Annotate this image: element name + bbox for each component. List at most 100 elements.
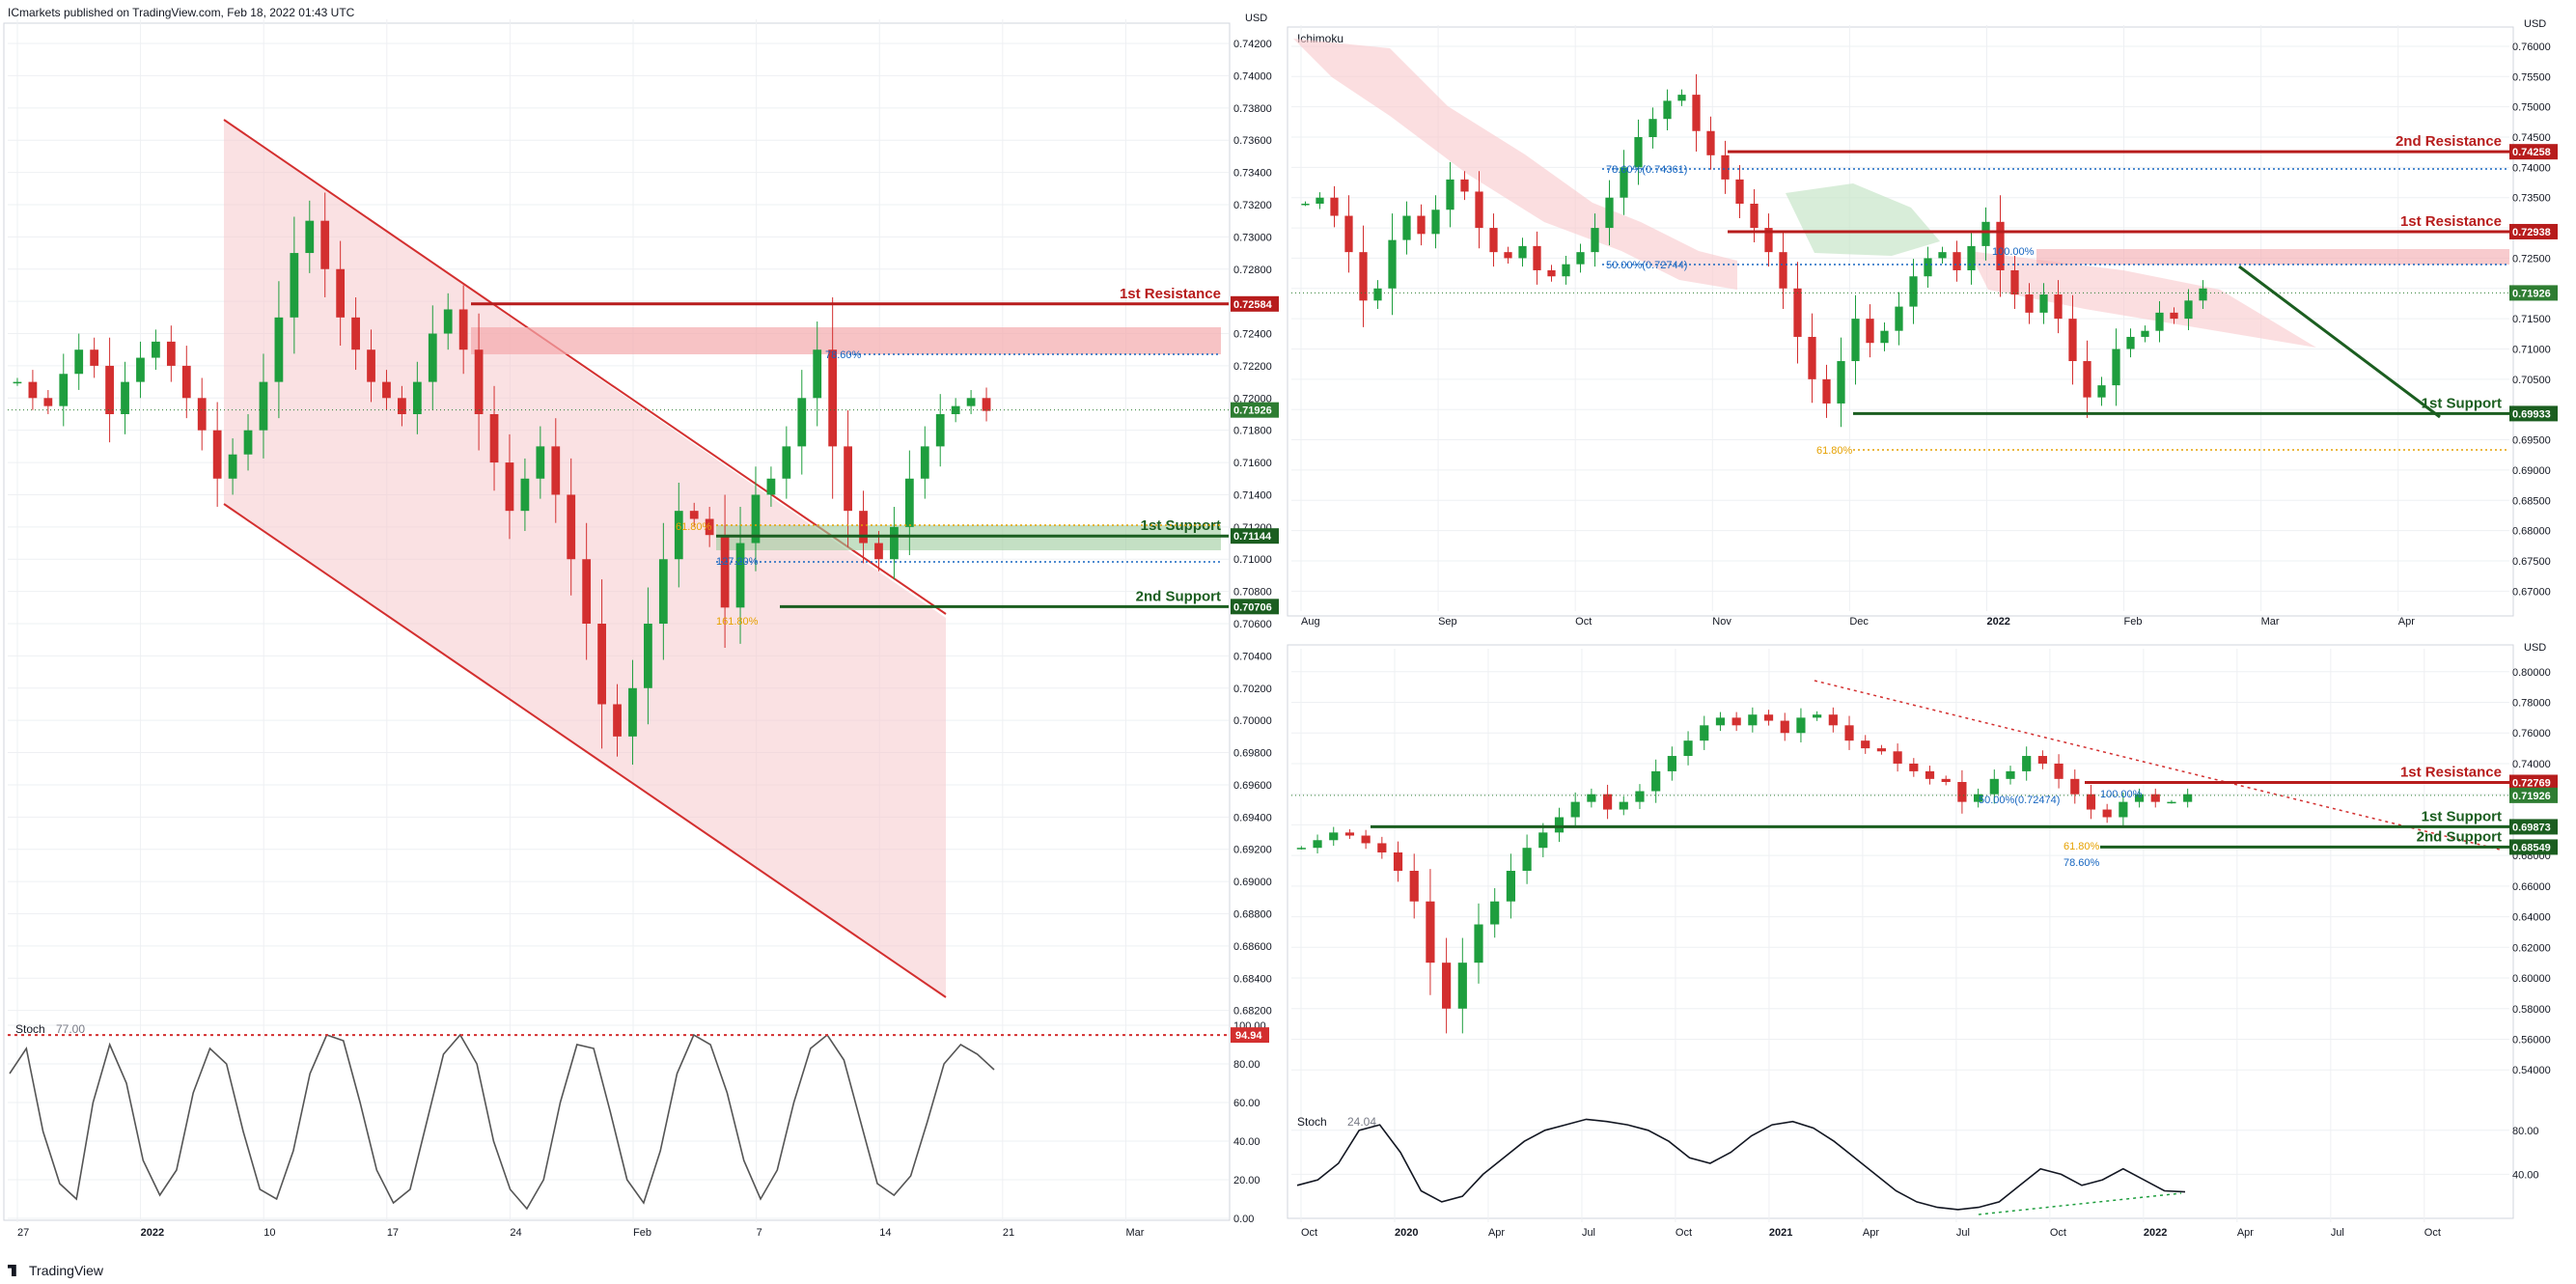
candle-body — [1344, 832, 1355, 836]
time-tick-label: 2020 — [1395, 1227, 1418, 1239]
published-caption: ICmarkets published on TradingView.com, … — [8, 6, 355, 19]
candle-body — [735, 543, 745, 608]
price-tick-label: 0.72400 — [1233, 329, 1272, 341]
candle-body — [1808, 336, 1816, 379]
candle-body — [74, 349, 84, 375]
candle-body — [2155, 312, 2164, 331]
currency-label: USD — [1245, 13, 1267, 24]
candle-body — [1344, 215, 1353, 253]
candle-body — [1506, 871, 1515, 902]
candle-body — [2102, 809, 2112, 818]
candle-body — [2170, 312, 2178, 320]
tradingview-logo: TradingView — [8, 1263, 103, 1278]
candle-body — [43, 398, 53, 406]
candle-body — [1602, 794, 1613, 810]
candle-body — [320, 220, 330, 269]
candle-body — [720, 535, 730, 608]
candle-body — [1402, 215, 1411, 240]
candle-body — [1706, 130, 1715, 155]
time-tick-label: Apr — [2398, 616, 2415, 628]
time-tick-label: Jul — [1582, 1227, 1595, 1239]
time-tick-label: Oct — [2050, 1227, 2066, 1239]
price-tick-label: 40.00 — [1233, 1136, 1260, 1148]
candle-body — [1924, 258, 1932, 277]
candle-body — [1409, 871, 1419, 902]
price-tag-box — [2509, 144, 2558, 160]
price-tag: 0.68549 — [2512, 842, 2551, 853]
candle-body — [567, 494, 576, 560]
candle-body — [1446, 179, 1454, 210]
time-tick-label: Oct — [1575, 616, 1592, 628]
price-tick-label: 0.72500 — [2512, 253, 2551, 265]
time-tick-label: Oct — [1301, 1227, 1317, 1239]
price-tick-label: 40.00 — [2512, 1169, 2539, 1181]
price-tick-label: 0.68000 — [2512, 526, 2551, 538]
candle-body — [536, 446, 545, 479]
fib-label: 78.60% — [2064, 857, 2100, 869]
candle-body — [398, 398, 406, 414]
price-tick-label: 0.67500 — [2512, 556, 2551, 568]
price-tick-label: 0.72800 — [1233, 265, 1272, 276]
price-tick-label: 0.67000 — [2512, 586, 2551, 598]
price-tick-label: 80.00 — [1233, 1059, 1260, 1071]
candle-body — [1489, 228, 1498, 253]
candle-body — [1700, 725, 1709, 741]
candle-body — [797, 398, 807, 447]
candle-body — [336, 268, 346, 318]
price-tick-label: 0.73600 — [1233, 135, 1272, 147]
trend-line — [1814, 680, 2501, 851]
price-tag-box — [2509, 819, 2558, 835]
descending-channel-fill — [224, 120, 946, 997]
candle-body — [1330, 197, 1339, 216]
time-tick-label: Mar — [2261, 616, 2280, 628]
time-tick-label: Apr — [1863, 1227, 1879, 1239]
candle-body — [1576, 252, 1585, 265]
time-tick-label: 2022 — [141, 1227, 164, 1239]
level-label: 2nd Support — [1136, 588, 1221, 604]
candle-body — [1313, 840, 1322, 849]
candle-body — [1591, 228, 1599, 253]
candle-body — [1474, 924, 1483, 963]
candle-body — [551, 446, 561, 495]
candle-body — [1880, 330, 1889, 344]
price-tag: 0.69933 — [2512, 408, 2551, 420]
last-price-tag: 0.71926 — [2512, 791, 2551, 802]
level-label: 1st Resistance — [2400, 213, 2502, 230]
price-tick-label: 0.69000 — [2512, 465, 2551, 477]
candle-body — [197, 398, 207, 431]
fib-label: 61.80% — [1816, 445, 1853, 457]
candle-body — [1605, 197, 1614, 229]
candle-body — [382, 381, 391, 399]
fib-label: 100.00% — [1992, 246, 2035, 258]
candle-body — [1518, 245, 1527, 259]
price-tag-box — [2509, 774, 2558, 791]
candle-body — [1329, 832, 1339, 841]
currency-label: USD — [2524, 18, 2546, 30]
price-tick-label: 0.68200 — [1233, 1006, 1272, 1018]
candle-body — [766, 478, 776, 495]
price-tick-label: 0.69500 — [2512, 435, 2551, 447]
price-axis-right-top: 0.76000 0.75500 0.75000 0.74500 0.74000 0.735… — [1291, 18, 2551, 598]
stoch-value: 77.00 — [56, 1022, 85, 1036]
candle-body — [2183, 794, 2193, 802]
candle-body — [1780, 720, 1789, 734]
candle-body — [1779, 252, 1787, 289]
candle-body — [1957, 782, 1967, 802]
price-tick-label: 0.68800 — [1233, 908, 1272, 920]
time-tick-label: Feb — [633, 1227, 651, 1239]
fib-label: 50.00%(0.72474) — [1979, 795, 2060, 806]
candle-body — [613, 704, 622, 737]
level-label: 2nd Support — [2417, 828, 2502, 845]
stoch-line — [9, 1033, 995, 1211]
candle-body — [1837, 361, 1845, 404]
candle-body — [181, 365, 191, 399]
candle-body — [628, 687, 637, 737]
resistance-zone — [2036, 249, 2509, 265]
level-label: 1st Resistance — [1120, 286, 1221, 302]
price-tick-label: 0.73000 — [1233, 232, 1272, 243]
price-tick-label: 20.00 — [1233, 1175, 1260, 1186]
price-tick-label: 0.70800 — [1233, 587, 1272, 599]
candle-body — [90, 349, 99, 366]
candle-body — [890, 526, 899, 560]
fib-label: 100.00% — [2100, 789, 2143, 800]
